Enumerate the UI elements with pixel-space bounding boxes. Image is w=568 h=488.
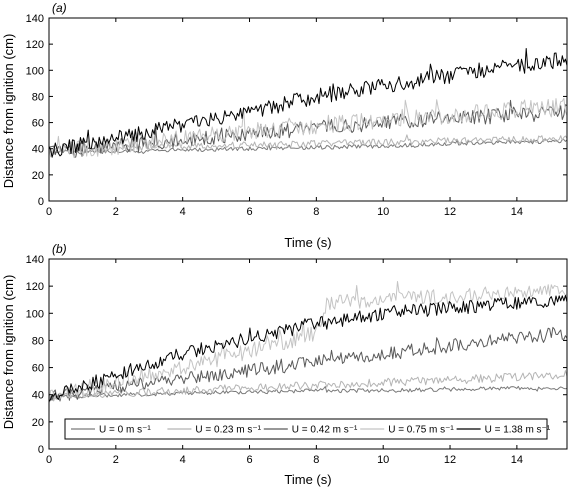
panel-label-b: (b) — [52, 242, 67, 256]
x-tick-label-b-6: 12 — [444, 454, 456, 466]
y-axis-label-a: Distance from ignition (cm) — [1, 34, 16, 189]
plot-frame-b — [48, 258, 568, 450]
y-tick-label-a-3: 60 — [32, 118, 44, 130]
y-axis-label-b: Distance from ignition (cm) — [1, 275, 16, 430]
x-tick-label-b-3: 6 — [246, 454, 252, 466]
y-tick-label-a-5: 100 — [26, 65, 44, 77]
series-layer-b — [48, 281, 568, 403]
y-tick-label-a-1: 20 — [32, 170, 44, 182]
y-tick-label-a-4: 80 — [32, 91, 44, 103]
x-tick-label-a-2: 4 — [180, 206, 186, 218]
panel-label-a: (a) — [52, 1, 67, 15]
legend-label-4: U = 0.75 m s⁻¹ — [388, 425, 454, 436]
legend-label-5: U = 1.38 m s⁻¹ — [485, 425, 551, 436]
series-line-b-3 — [48, 326, 568, 403]
series-line-a-1 — [48, 138, 568, 155]
x-tick-label-a-4: 8 — [313, 206, 319, 218]
x-tick-label-a-3: 6 — [246, 206, 252, 218]
legend-label-2: U = 0.23 m s⁻¹ — [195, 425, 261, 436]
y-tick-label-a-7: 140 — [26, 13, 44, 25]
x-tick-label-b-7: 14 — [511, 454, 523, 466]
x-tick-label-b-1: 2 — [113, 454, 119, 466]
y-tick-label-b-4: 80 — [32, 335, 44, 347]
y-tick-label-a-6: 120 — [26, 39, 44, 51]
series-line-b-4 — [48, 281, 567, 403]
x-axis-label-b: Time (s) — [284, 472, 331, 487]
x-tick-label-b-2: 4 — [180, 454, 186, 466]
x-tick-label-a-5: 10 — [377, 206, 389, 218]
series-line-a-2 — [48, 134, 568, 155]
legend-box — [64, 418, 548, 440]
y-tick-label-b-5: 100 — [26, 308, 44, 320]
plot-frame-a — [48, 17, 568, 202]
series-line-b-2 — [49, 370, 568, 402]
legend-label-3: U = 0.42 m s⁻¹ — [292, 425, 358, 436]
x-axis-label-a: Time (s) — [284, 235, 331, 250]
x-tick-label-a-6: 12 — [444, 206, 456, 218]
x-tick-label-a-1: 2 — [113, 206, 119, 218]
y-tick-label-b-6: 120 — [26, 281, 44, 293]
y-tick-label-b-0: 0 — [38, 444, 44, 456]
y-tick-label-b-7: 140 — [26, 254, 44, 266]
x-tick-label-a-7: 14 — [511, 206, 523, 218]
x-tick-label-b-0: 0 — [46, 454, 52, 466]
y-tick-label-b-3: 60 — [32, 363, 44, 375]
legend-label-1: U = 0 m s⁻¹ — [99, 425, 151, 436]
y-tick-label-b-2: 40 — [32, 390, 44, 402]
series-layer-a — [48, 48, 568, 159]
series-line-a-5 — [48, 48, 568, 158]
y-tick-label-b-1: 20 — [32, 417, 44, 429]
x-tick-label-a-0: 0 — [46, 206, 52, 218]
legend: U = 0 m s⁻¹ U = 0.23 m s⁻¹ U = 0.42 m s⁻¹ U… — [64, 418, 551, 440]
series-line-a-4 — [48, 97, 568, 159]
y-tick-label-a-2: 40 — [32, 144, 44, 156]
x-tick-label-b-5: 10 — [377, 454, 389, 466]
series-line-b-5 — [48, 295, 568, 402]
x-tick-label-b-4: 8 — [313, 454, 319, 466]
y-tick-label-a-0: 0 — [38, 196, 44, 208]
